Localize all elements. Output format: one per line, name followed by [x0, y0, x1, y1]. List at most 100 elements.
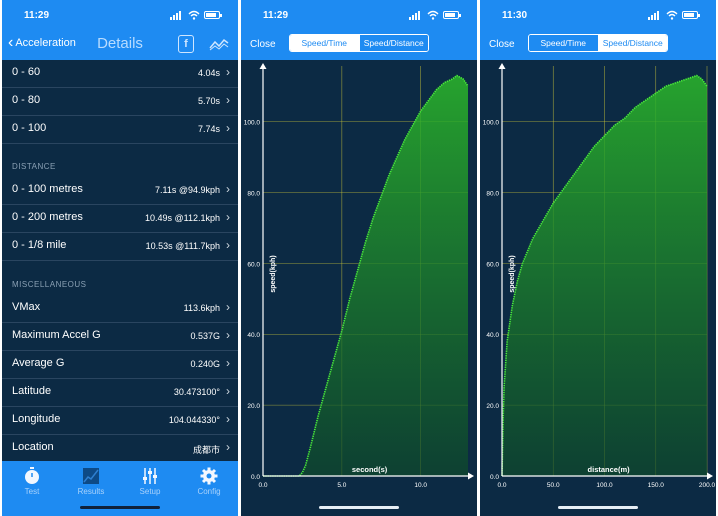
speed-curve	[263, 74, 469, 477]
x-tick-label: 50.0	[547, 482, 560, 489]
y-tick-label: 0.0	[251, 474, 260, 481]
segment-speed-time[interactable]: Speed/Time	[529, 35, 598, 51]
close-button[interactable]: Close	[489, 39, 515, 50]
chevron-right-icon: ›	[226, 182, 230, 196]
y-tick-label: 100.0	[483, 120, 500, 127]
chevron-right-icon: ›	[226, 384, 230, 398]
chevron-right-icon: ›	[226, 412, 230, 426]
nav-bar: ‹ Acceleration Details f	[2, 30, 238, 60]
chevron-right-icon: ›	[226, 440, 230, 454]
row-label: Maximum Accel G	[12, 329, 101, 341]
chevron-right-icon: ›	[226, 210, 230, 224]
tab-label: Setup	[139, 487, 161, 496]
list-item[interactable]: Longitude 104.044330° ›	[2, 407, 238, 435]
tab-label: Config	[197, 487, 221, 496]
row-label: 0 - 200 metres	[12, 211, 83, 223]
y-tick-label: 80.0	[247, 190, 260, 197]
home-indicator	[80, 506, 160, 509]
details-list: 0 - 60 4.04s › 0 - 80 5.70s › 0 - 100 7.…	[2, 60, 238, 463]
home-indicator	[319, 506, 399, 509]
row-label: 0 - 100 metres	[12, 183, 83, 195]
x-tick-label: 10.0	[414, 482, 427, 489]
chevron-right-icon: ›	[226, 356, 230, 370]
list-item[interactable]: Average G 0.240G ›	[2, 351, 238, 379]
y-tick-label: 0.0	[490, 474, 499, 481]
row-label: 0 - 1/8 mile	[12, 239, 67, 251]
list-item[interactable]: 0 - 100 metres 7.11s @94.9kph ›	[2, 177, 238, 205]
speed-time-chart: 0.0 20.0 40.0 60.0 80.0 100.0 0.0 5.0 10.0 second…	[241, 60, 477, 516]
list-item[interactable]: 0 - 1/8 mile 10.53s @111.7kph ›	[2, 233, 238, 261]
wifi-icon	[188, 10, 200, 20]
y-tick-label: 40.0	[486, 332, 499, 339]
list-item[interactable]: 0 - 60 4.04s ›	[2, 60, 238, 88]
status-icons	[170, 10, 226, 20]
details-screen: 11:29 ‹ Acceleration Details f 0 - 60 4.…	[2, 0, 238, 516]
row-label: 0 - 100	[12, 122, 47, 134]
y-tick-label: 100.0	[244, 120, 261, 127]
x-tick-label: 0.0	[497, 482, 506, 489]
row-label: VMax	[12, 301, 41, 313]
status-time: 11:30	[502, 10, 528, 21]
row-value: 成都市	[192, 445, 220, 455]
list-item[interactable]: Location 成都市 ›	[2, 435, 238, 463]
speed-distance-screen: 11:30 Close Speed/Time Speed/Distance 0.…	[480, 0, 716, 516]
chart-nav-bar: Close Speed/Time Speed/Distance	[241, 30, 477, 60]
chart-mode-segmented-control: Speed/Time Speed/Distance	[528, 34, 668, 52]
segment-speed-distance[interactable]: Speed/Distance	[359, 35, 428, 51]
y-tick-label: 20.0	[247, 403, 260, 410]
speed-distance-plot: 0.0 20.0 40.0 60.0 80.0 100.0 0.0 50.0 100.0 150.…	[483, 63, 716, 489]
chevron-right-icon: ›	[226, 121, 230, 135]
list-item[interactable]: Maximum Accel G 0.537G ›	[2, 323, 238, 351]
tab-setup[interactable]: Setup	[125, 465, 175, 497]
row-label: Longitude	[12, 413, 61, 425]
graph-icon	[83, 468, 99, 484]
battery-icon	[443, 11, 461, 19]
tab-config[interactable]: Config	[184, 465, 234, 497]
close-button[interactable]: Close	[250, 39, 276, 50]
chevron-right-icon: ›	[226, 93, 230, 107]
x-tick-label: 0.0	[258, 482, 267, 489]
status-time: 11:29	[24, 10, 50, 21]
x-axis-arrow	[468, 472, 474, 480]
x-axis-label: second(s)	[352, 465, 388, 474]
wifi-icon	[427, 10, 439, 20]
segment-speed-time[interactable]: Speed/Time	[290, 35, 359, 51]
row-label: Location	[12, 441, 54, 453]
section-header-distance: DISTANCE	[12, 162, 56, 171]
list-item[interactable]: Latitude 30.473100° ›	[2, 379, 238, 407]
x-axis-label: distance(m)	[588, 465, 631, 474]
signal-icon	[648, 11, 659, 20]
row-label: 0 - 80	[12, 94, 41, 106]
list-item[interactable]: 0 - 200 metres 10.49s @112.1kph ›	[2, 205, 238, 233]
status-time: 11:29	[263, 10, 289, 21]
chevron-left-icon: ‹	[8, 34, 14, 51]
signal-icon	[409, 11, 420, 20]
row-value: 113.6kph	[183, 303, 220, 313]
y-axis-arrow	[259, 63, 267, 69]
segment-speed-distance[interactable]: Speed/Distance	[598, 35, 667, 51]
x-tick-label: 100.0	[596, 482, 613, 489]
chevron-right-icon: ›	[226, 328, 230, 342]
chevron-right-icon: ›	[226, 65, 230, 79]
list-item[interactable]: VMax 113.6kph ›	[2, 295, 238, 323]
back-label: Acceleration	[15, 37, 76, 49]
x-tick-label: 150.0	[648, 482, 665, 489]
speed-time-screen: 11:29 Close Speed/Time Speed/Distance 0.…	[241, 0, 477, 516]
speed-curve	[501, 74, 708, 477]
back-button[interactable]: ‹ Acceleration	[8, 34, 76, 51]
list-item[interactable]: 0 - 80 5.70s ›	[2, 88, 238, 116]
status-bar: 11:30	[480, 0, 716, 30]
facebook-share-icon[interactable]: f	[178, 35, 194, 53]
row-value: 7.11s @94.9kph	[154, 185, 220, 195]
y-tick-label: 60.0	[486, 261, 499, 268]
status-bar: 11:29	[241, 0, 477, 30]
chart-compare-icon[interactable]	[209, 37, 229, 51]
tab-label: Results	[77, 487, 105, 496]
y-tick-label: 80.0	[486, 190, 499, 197]
tab-results[interactable]: Results	[66, 465, 116, 497]
tab-label: Test	[24, 487, 40, 496]
row-label: 0 - 60	[12, 66, 41, 78]
y-tick-label: 20.0	[486, 403, 499, 410]
list-item[interactable]: 0 - 100 7.74s ›	[2, 116, 238, 144]
tab-test[interactable]: Test	[7, 465, 57, 497]
